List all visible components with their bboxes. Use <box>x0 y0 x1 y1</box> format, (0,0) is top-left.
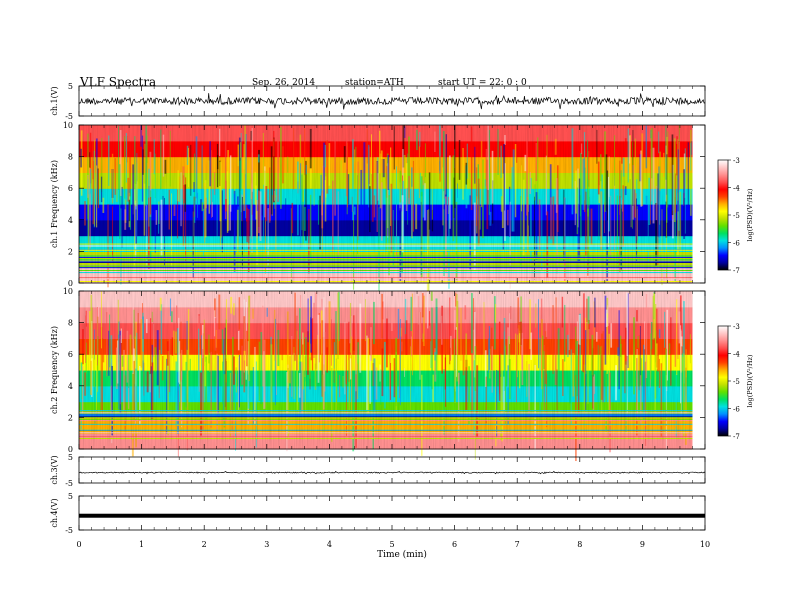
ch4-waveform-panel: 5 -5 ch.4(V) <box>50 492 706 535</box>
station-label: station=ATH <box>345 78 404 88</box>
ch1-waveform-panel: 5 -5 ch.1(V) <box>50 82 706 121</box>
ch3-waveform-panel: 5 -5 ch.3(V) <box>50 453 706 488</box>
y-axis-label: ch.1(V) <box>50 86 59 115</box>
y-tick-label: 10 <box>63 287 73 296</box>
y-tick-label: 0 <box>68 445 73 454</box>
x-tick-label: 1 <box>139 540 144 549</box>
y-axis-label: ch.1 Frequency (kHz) <box>50 160 59 248</box>
y-axis-label: ch.4(V) <box>50 498 59 527</box>
trace <box>79 513 705 518</box>
colorbar <box>717 325 729 437</box>
ch1-spectrogram-panel: 0 2 4 6 8 10 ch.1 Frequency (kHz) <box>50 121 706 293</box>
y-tick-label: 8 <box>68 319 73 328</box>
date-label: Sep. 26, 2014 <box>252 78 315 88</box>
y-axis-label: ch.3(V) <box>50 455 59 484</box>
y-tick-label: 8 <box>68 153 73 162</box>
y-tick-label: 5 <box>68 453 73 462</box>
y-tick-label: 6 <box>68 350 73 359</box>
colorbar-tick-label: -5 <box>733 212 740 220</box>
colorbar-tick-label: -3 <box>733 323 740 331</box>
x-tick-label: 3 <box>264 540 269 549</box>
x-axis-label: Time (min) <box>377 549 427 560</box>
colorbar-tick-label: -7 <box>733 433 740 441</box>
y-tick-label: 4 <box>68 216 73 225</box>
y-tick-label: 5 <box>68 82 73 91</box>
colorbar-tick-label: -5 <box>733 378 740 386</box>
panel-frame <box>78 495 706 531</box>
time-axis: 0 1 2 3 4 5 6 7 8 9 10 <box>76 540 710 549</box>
y-tick-label: 4 <box>68 382 73 391</box>
x-tick-label: 4 <box>327 540 332 549</box>
colorbars: -3 -4 -5 -6 -7 log(PSD)(V²/Hz) -3 -4 -5 -6 -7 log(P… <box>717 157 754 441</box>
colorbar-tick-label: -3 <box>733 157 740 165</box>
trace <box>78 470 706 475</box>
colorbar-tick-label: -6 <box>733 406 740 414</box>
noise-overlay <box>79 291 693 449</box>
colorbar <box>717 159 729 271</box>
x-tick-label: 0 <box>76 540 81 549</box>
start-time-label: start UT = 22: 0 : 0 <box>438 78 527 88</box>
y-tick-label: -5 <box>65 526 73 535</box>
y-tick-label: 6 <box>68 184 73 193</box>
x-tick-label: 9 <box>640 540 645 549</box>
colorbar-tick-label: -4 <box>733 185 740 193</box>
noise-overlay <box>79 125 693 283</box>
x-tick-label: 5 <box>389 540 394 549</box>
y-axis-label: ch.2 Frequency (kHz) <box>50 326 59 414</box>
y-tick-label: -5 <box>65 112 73 121</box>
x-tick-label: 10 <box>700 540 710 549</box>
colorbar-tick-label: -6 <box>733 240 740 248</box>
figure-title: VLF Spectra <box>79 75 156 89</box>
colorbar-label: log(PSD)(V²/Hz) <box>746 354 754 407</box>
x-tick-label: 7 <box>515 540 520 549</box>
x-tick-label: 8 <box>577 540 582 549</box>
y-tick-label: 0 <box>68 279 73 288</box>
x-tick-label: 6 <box>452 540 457 549</box>
y-tick-label: -5 <box>65 479 73 488</box>
trace <box>78 93 705 110</box>
ch2-spectrogram-panel: 0 2 4 6 8 10 ch.2 Frequency (kHz) <box>50 287 706 462</box>
y-tick-label: 10 <box>63 121 73 130</box>
y-tick-label: 2 <box>68 247 73 256</box>
x-tick-label: 2 <box>202 540 207 549</box>
y-tick-label: 2 <box>68 413 73 422</box>
colorbar-tick-label: -4 <box>733 351 740 359</box>
y-tick-label: 5 <box>68 492 73 501</box>
colorbar-tick-label: -7 <box>733 267 740 275</box>
colorbar-label: log(PSD)(V²/Hz) <box>746 188 754 241</box>
